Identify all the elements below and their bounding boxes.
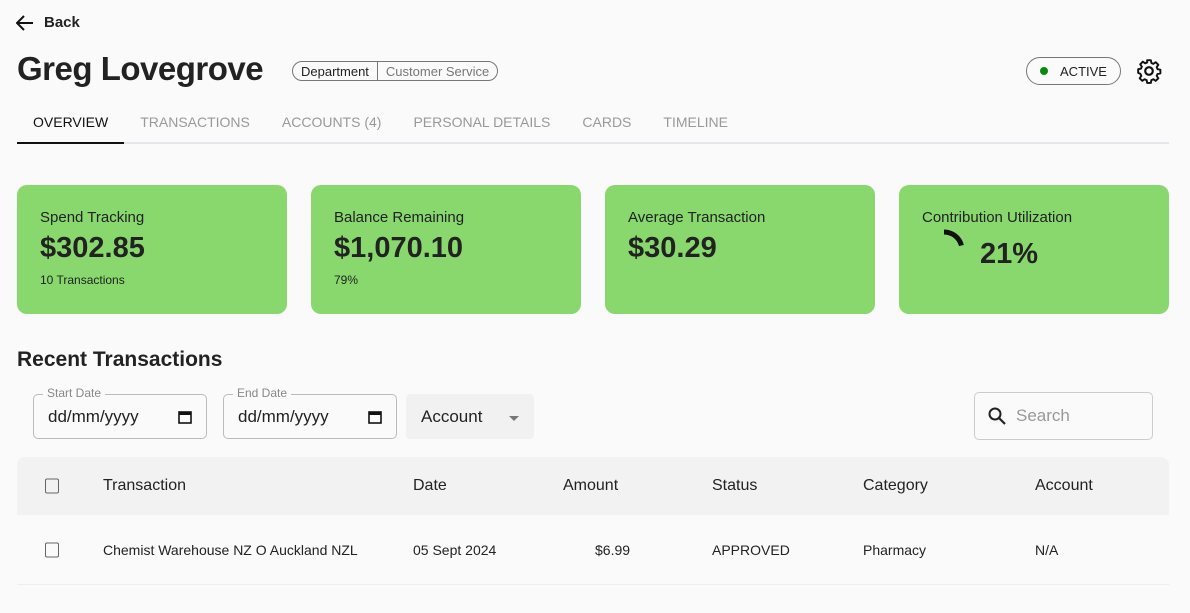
- status-dot: [1040, 67, 1049, 75]
- start-date-input[interactable]: Start Date dd/mm/yyyy: [33, 386, 207, 439]
- end-date-value: dd/mm/yyyy: [238, 406, 329, 426]
- tab-cards[interactable]: CARDS: [582, 114, 632, 130]
- column-header[interactable]: Account: [1035, 477, 1093, 494]
- gear-icon: [1137, 59, 1162, 84]
- start-date-value: dd/mm/yyyy: [48, 406, 139, 426]
- card-contribution-utilization: Contribution Utilization 21%: [899, 185, 1169, 314]
- card-label: Average Transaction: [628, 209, 766, 226]
- search-placeholder: Search: [1016, 406, 1070, 425]
- tab-overview[interactable]: OVERVIEW: [17, 104, 125, 144]
- back-button[interactable]: Back: [16, 14, 80, 31]
- end-date-input[interactable]: End Date dd/mm/yyyy: [223, 386, 397, 439]
- select-all-checkbox[interactable]: [45, 478, 59, 494]
- row-checkbox[interactable]: [45, 542, 59, 557]
- page-title: Greg Lovegrove: [17, 50, 264, 87]
- start-date-label: Start Date: [43, 386, 106, 400]
- account-select-value: Account: [421, 406, 483, 426]
- section-title: Recent Transactions: [17, 348, 223, 371]
- table-row[interactable]: Chemist Warehouse NZ O Auckland NZL 05 S…: [17, 515, 1169, 585]
- tab-bar: OVERVIEW TRANSACTIONS ACCOUNTS (4) PERSO…: [17, 104, 1169, 144]
- calendar-icon[interactable]: [368, 410, 382, 424]
- card-sub: 79%: [334, 273, 359, 287]
- settings-button[interactable]: [1136, 58, 1162, 89]
- status-badge: ACTIVE: [1026, 57, 1121, 85]
- category-cell: Pharmacy: [863, 541, 927, 558]
- card-label: Contribution Utilization: [922, 209, 1073, 226]
- card-sub: 10 Transactions: [40, 273, 125, 287]
- tab-accounts[interactable]: ACCOUNTS (4): [281, 114, 382, 130]
- department-value: Customer Service: [376, 62, 497, 80]
- card-average-transaction: Average Transaction $30.29: [605, 185, 875, 314]
- column-header[interactable]: Amount: [563, 477, 619, 494]
- department-tag: Department Customer Service: [292, 61, 499, 81]
- card-value: $30.29: [628, 232, 717, 264]
- transaction-cell: Chemist Warehouse NZ O Auckland NZL: [103, 541, 358, 558]
- end-date-label: End Date: [233, 386, 292, 400]
- tab-transactions[interactable]: TRANSACTIONS: [140, 114, 250, 130]
- chevron-down-icon: [509, 416, 519, 421]
- date-cell: 05 Sept 2024: [413, 541, 497, 558]
- search-input[interactable]: Search: [974, 392, 1153, 440]
- account-cell: N/A: [1035, 541, 1059, 558]
- utilization-gauge: [943, 229, 964, 247]
- table-header: Transaction Date Amount Status Category …: [17, 457, 1169, 515]
- column-header[interactable]: Transaction: [103, 477, 186, 494]
- arrow-left-icon: [16, 14, 33, 31]
- back-label: Back: [44, 14, 80, 31]
- department-label: Department: [301, 64, 369, 79]
- card-label: Spend Tracking: [40, 209, 145, 226]
- tab-timeline[interactable]: TIMELINE: [663, 114, 728, 130]
- card-value: $1,070.10: [334, 232, 464, 264]
- account-select[interactable]: Account: [406, 394, 534, 439]
- status-cell: APPROVED: [712, 541, 790, 558]
- search-icon: [988, 407, 1006, 425]
- card-spend-tracking: Spend Tracking $302.85 10 Transactions: [17, 185, 287, 314]
- status-text: ACTIVE: [1060, 63, 1107, 79]
- card-value: $302.85: [40, 232, 145, 264]
- card-value: 21%: [980, 237, 1039, 270]
- column-header[interactable]: Status: [712, 477, 758, 494]
- amount-cell: $6.99: [595, 541, 631, 558]
- card-balance-remaining: Balance Remaining $1,070.10 79%: [311, 185, 581, 314]
- card-label: Balance Remaining: [334, 209, 465, 226]
- calendar-icon[interactable]: [178, 410, 192, 424]
- column-header[interactable]: Category: [863, 477, 928, 494]
- tab-personal-details[interactable]: PERSONAL DETAILS: [413, 114, 551, 130]
- column-header[interactable]: Date: [413, 477, 447, 494]
